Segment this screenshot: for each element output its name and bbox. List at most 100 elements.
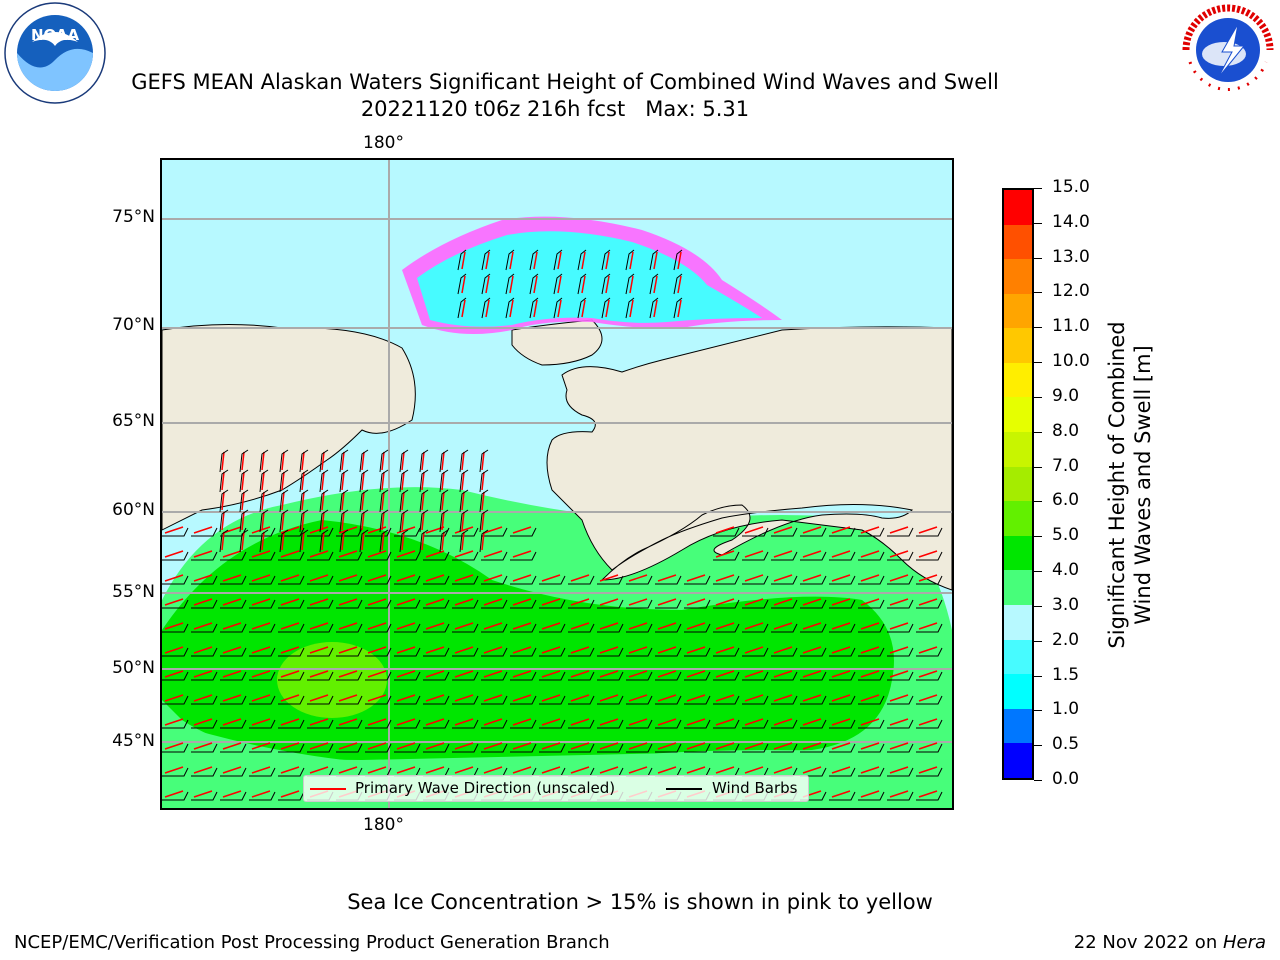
wind-barb xyxy=(336,599,363,609)
colorbar-tick-label: 1.0 xyxy=(1052,699,1080,720)
chart-title: GEFS MEAN Alaskan Waters Significant Hei… xyxy=(131,70,999,94)
wave-arrow xyxy=(193,742,213,750)
colorbar-tick-label: 3.0 xyxy=(1052,594,1080,615)
wind-barb xyxy=(479,529,489,553)
wind-barb xyxy=(597,575,624,585)
map-panel xyxy=(160,158,954,810)
colorbar-tick-mark xyxy=(1034,501,1042,502)
colorbar-label: Significant Height of Combined Wind Wave… xyxy=(1104,321,1156,648)
wave-arrow xyxy=(715,766,735,774)
wind-barb xyxy=(191,527,218,537)
wave-arrow xyxy=(338,742,358,750)
wave-arrow xyxy=(454,526,474,534)
wave-arrow xyxy=(341,451,345,471)
wind-barb xyxy=(219,509,229,533)
wind-barb xyxy=(916,527,943,537)
wave-arrow xyxy=(164,766,184,774)
wind-barb xyxy=(162,719,189,729)
wind-barb xyxy=(684,623,711,633)
wave-arrow xyxy=(657,766,677,774)
wind-barb xyxy=(742,623,769,633)
colorbar-tick-mark xyxy=(1034,397,1042,398)
colorbar-tick-mark xyxy=(1034,327,1042,328)
wave-arrow xyxy=(301,491,305,511)
wave-arrow xyxy=(629,299,634,318)
wind-barb xyxy=(626,623,653,633)
colorbar-tick-mark xyxy=(1034,780,1042,781)
wave-arrow xyxy=(338,646,358,654)
wind-barb xyxy=(597,647,624,657)
wind-barb xyxy=(423,575,450,585)
wind-barb xyxy=(162,791,189,801)
wave-arrow xyxy=(628,574,648,582)
wind-barb xyxy=(479,449,489,473)
wave-arrow xyxy=(889,622,909,630)
wave-arrow xyxy=(831,526,851,534)
wind-barb xyxy=(713,743,740,753)
wave-arrow xyxy=(481,531,485,551)
wave-arrow xyxy=(261,471,265,491)
wave-arrow xyxy=(251,670,271,678)
wave-arrow xyxy=(396,718,416,726)
wave-arrow xyxy=(193,790,213,798)
wave-arrow xyxy=(441,531,445,551)
wind-barb xyxy=(529,297,539,319)
wave-arrow xyxy=(744,766,764,774)
wind-barb xyxy=(601,297,611,319)
wind-barb xyxy=(365,719,392,729)
wind-barb xyxy=(259,509,269,533)
wave-arrow xyxy=(483,766,503,774)
wind-barb xyxy=(568,623,595,633)
wind-barb xyxy=(278,743,305,753)
wave-arrow xyxy=(396,550,416,558)
wave-direction-arrows xyxy=(162,249,943,801)
wind-barb xyxy=(916,551,943,561)
chart-subtitle: 20221120 t06z 216h fcst Max: 5.31 xyxy=(360,97,750,121)
wind-barb xyxy=(439,509,449,533)
wave-arrow xyxy=(309,718,329,726)
wave-arrow xyxy=(889,526,909,534)
wave-arrow xyxy=(744,550,764,558)
wind-barb xyxy=(459,529,469,553)
ocean-peak xyxy=(277,642,387,718)
wave-arrow xyxy=(533,299,538,318)
wind-barb xyxy=(307,743,334,753)
wave-arrow xyxy=(657,574,677,582)
wave-arrow xyxy=(744,622,764,630)
wave-arrow xyxy=(860,670,880,678)
wave-arrow xyxy=(222,718,242,726)
wind-barb xyxy=(249,767,276,777)
wind-barb xyxy=(800,647,827,657)
wave-arrow xyxy=(570,718,590,726)
colorbar-segment xyxy=(1004,293,1032,329)
wind-barb xyxy=(336,743,363,753)
wind-barb xyxy=(742,599,769,609)
wave-arrow xyxy=(570,694,590,702)
wind-barb xyxy=(279,529,289,553)
wave-arrow xyxy=(321,471,325,491)
colorbar-segment xyxy=(1004,605,1032,640)
wind-barb xyxy=(307,671,334,681)
wave-arrow xyxy=(301,531,305,551)
wind-barb xyxy=(684,599,711,609)
colorbar-tick-label: 12.0 xyxy=(1052,281,1090,302)
wave-arrow xyxy=(164,574,184,582)
wave-arrow xyxy=(653,275,658,294)
wave-arrow xyxy=(628,670,648,678)
wind-barb xyxy=(259,469,269,493)
wind-barb xyxy=(684,743,711,753)
wind-barb xyxy=(379,489,389,513)
wind-barb xyxy=(239,489,249,513)
wind-barb xyxy=(399,469,409,493)
wind-barb xyxy=(481,695,508,705)
wave-arrow xyxy=(193,646,213,654)
wind-barb xyxy=(359,529,369,553)
wave-arrow xyxy=(918,622,938,630)
wave-arrow xyxy=(773,622,793,630)
wave-arrow xyxy=(281,471,285,491)
wave-arrow xyxy=(512,622,532,630)
wind-barb xyxy=(220,719,247,729)
wave-arrow xyxy=(280,766,300,774)
colorbar-tick-label: 0.5 xyxy=(1052,734,1080,755)
wave-arrow xyxy=(570,766,590,774)
